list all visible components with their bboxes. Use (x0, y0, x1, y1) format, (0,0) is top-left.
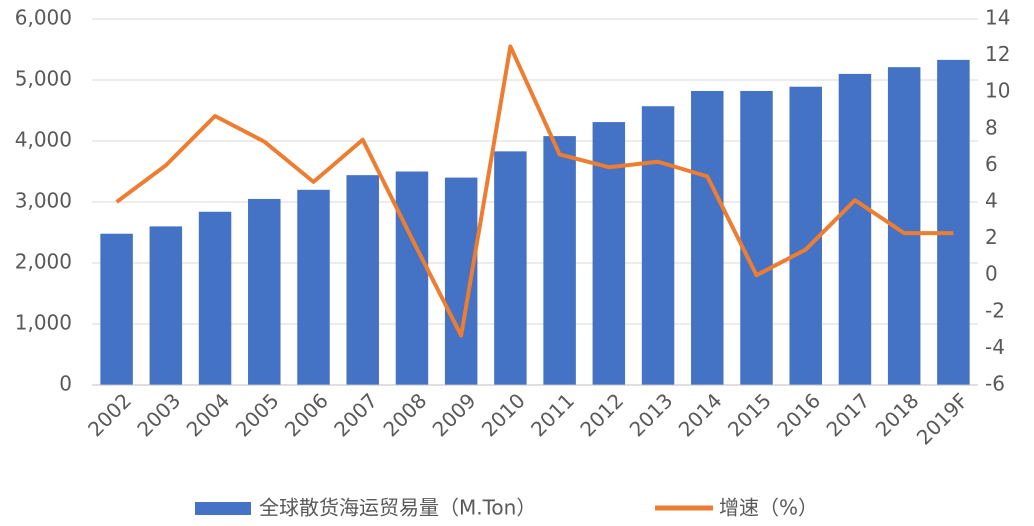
bar (789, 86, 822, 386)
y2-tick-label: 14 (985, 6, 1010, 30)
y-tick-label: 0 (59, 372, 72, 396)
y-tick-label: 2,000 (15, 250, 72, 274)
y2-tick-label: -4 (985, 335, 1005, 359)
bar (198, 211, 232, 385)
y-tick-label: 5,000 (15, 67, 72, 91)
x-tick-label: 2003 (132, 388, 185, 441)
bar (346, 175, 379, 385)
legend-label: 全球散货海运贸易量（M.Ton） (259, 496, 536, 520)
legend-label: 增速（%） (719, 496, 818, 520)
y2-tick-label: 10 (985, 79, 1010, 103)
x-tick-label: 2005 (231, 388, 284, 441)
x-tick-label: 2015 (723, 388, 776, 441)
x-tick-label: 2004 (182, 388, 235, 441)
y2-tick-label: 0 (985, 262, 998, 286)
x-tick-label: 2012 (575, 388, 628, 441)
x-tick-label: 2006 (280, 388, 333, 441)
y-tick-label: 1,000 (15, 311, 72, 335)
y2-tick-label: -6 (985, 372, 1005, 396)
bar (937, 59, 970, 386)
bar (641, 106, 675, 385)
y-tick-label: 6,000 (15, 6, 72, 30)
y2-tick-label: -2 (985, 298, 1005, 322)
x-tick-label: 2009 (428, 388, 481, 441)
x-tick-label: 2017 (821, 388, 874, 441)
x-tick-label: 2013 (625, 388, 678, 441)
y2-tick-label: 4 (985, 189, 998, 213)
y2-tick-label: 2 (985, 225, 998, 249)
bar (592, 122, 626, 385)
x-tick-label: 2002 (83, 388, 136, 441)
y-tick-label: 4,000 (15, 128, 72, 152)
line (115, 44, 954, 338)
bar (248, 198, 281, 385)
x-tick-label: 2008 (378, 388, 431, 441)
bar (691, 90, 724, 385)
bar (444, 177, 478, 385)
legend-swatch (195, 502, 251, 515)
x-tick-label: 2016 (772, 388, 825, 441)
bar (100, 233, 133, 385)
bar (838, 73, 872, 386)
x-tick-label: 2011 (526, 388, 579, 441)
x-tick-label: 2014 (674, 388, 727, 441)
bar (395, 171, 429, 385)
bar (543, 136, 576, 385)
bar (494, 151, 527, 385)
y2-tick-label: 8 (985, 115, 998, 139)
y-tick-label: 3,000 (15, 189, 72, 213)
y2-tick-label: 12 (985, 42, 1010, 66)
bar (740, 90, 773, 385)
bar (297, 189, 330, 385)
bar (149, 226, 183, 385)
x-tick-label: 2010 (477, 388, 530, 441)
x-tick-label: 2019F (912, 388, 973, 449)
y2-tick-label: 6 (985, 152, 998, 176)
x-tick-label: 2007 (329, 388, 382, 441)
